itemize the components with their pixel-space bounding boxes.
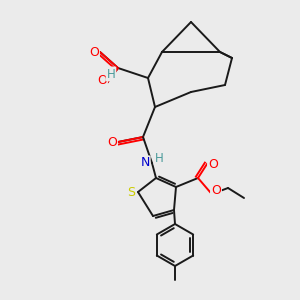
Text: O: O (208, 158, 218, 170)
Text: H: H (154, 152, 164, 164)
Text: O: O (107, 136, 117, 148)
Text: O: O (211, 184, 221, 197)
Text: S: S (127, 187, 135, 200)
Text: O: O (89, 46, 99, 59)
Text: N: N (140, 157, 150, 169)
Text: H: H (106, 68, 116, 80)
Text: O: O (97, 74, 107, 88)
